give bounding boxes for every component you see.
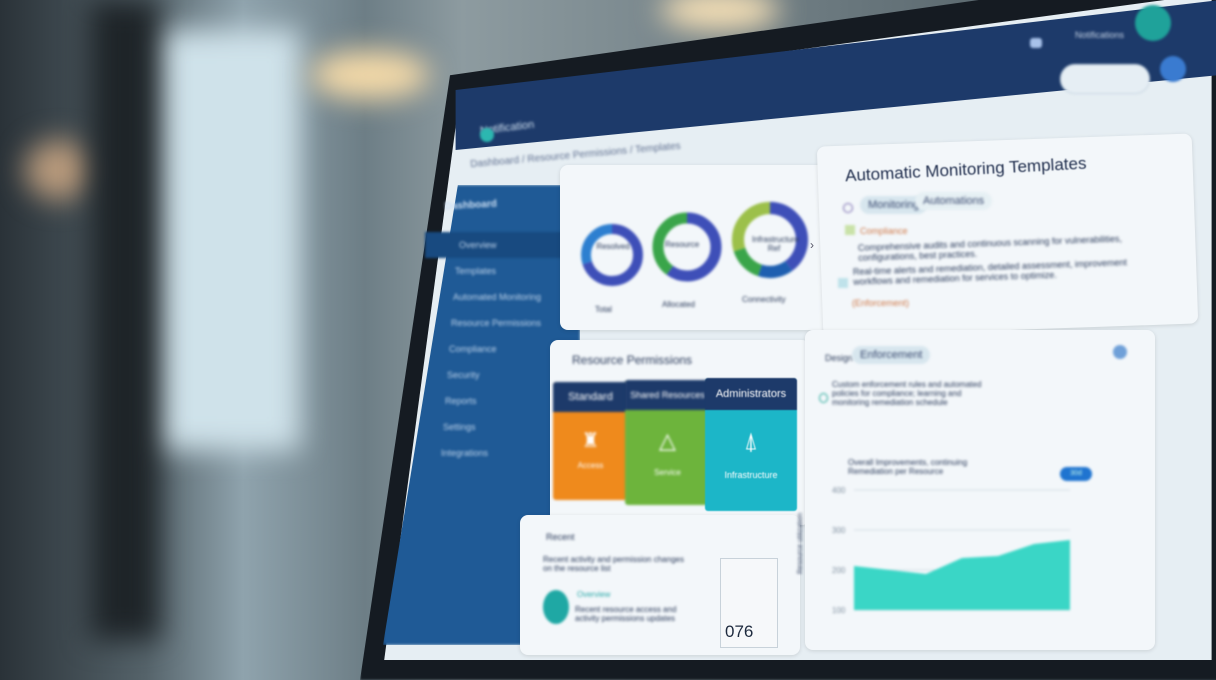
area-series bbox=[854, 540, 1070, 610]
donut-segment bbox=[731, 201, 809, 279]
y-tick-label: 100 bbox=[832, 606, 846, 615]
user-icon[interactable] bbox=[1160, 56, 1186, 82]
item-tag: (Enforcement) bbox=[852, 298, 910, 308]
donut-label: Allocated bbox=[662, 300, 695, 309]
donut-center-label: Resolved bbox=[596, 242, 630, 251]
tab-design[interactable]: Design bbox=[825, 353, 854, 363]
settings-icon[interactable] bbox=[1113, 345, 1127, 359]
counter-box bbox=[720, 558, 778, 648]
chart-title: Overall Improvements, continuing Remedia… bbox=[848, 458, 968, 476]
tile-header: Administrators bbox=[705, 378, 797, 410]
radio-icon[interactable] bbox=[843, 203, 853, 213]
search-input[interactable] bbox=[1060, 64, 1150, 94]
permissions-title: Resource Permissions bbox=[572, 353, 693, 367]
donut-segment bbox=[652, 212, 722, 282]
tile-header: Shared Resources bbox=[625, 380, 710, 410]
y-axis-label: Resource utilization bbox=[797, 512, 805, 575]
activity-item-text: Recent resource access and activity perm… bbox=[575, 605, 677, 623]
item-title: Compliance bbox=[860, 226, 908, 236]
bird-icon[interactable] bbox=[1030, 38, 1042, 48]
counter-value: 076 bbox=[725, 622, 754, 641]
tile-standard[interactable]: Standard ♜ Access bbox=[553, 382, 628, 500]
activity-item-title: Overview bbox=[577, 590, 611, 599]
sidebar-item-security[interactable]: Security bbox=[447, 370, 480, 380]
sidebar-item-compliance[interactable]: Compliance bbox=[449, 344, 497, 354]
tower-icon: ♜ bbox=[581, 430, 600, 452]
status-icon bbox=[819, 393, 828, 403]
tile-administrators[interactable]: Administrators ⍋ Infrastructure bbox=[705, 378, 797, 511]
donut-label: Total bbox=[595, 305, 612, 314]
insights-text: Custom enforcement rules and automated p… bbox=[832, 380, 982, 407]
pillar bbox=[90, 0, 160, 640]
donut-segment bbox=[581, 224, 643, 286]
tower-icon: ⍋ bbox=[743, 428, 759, 455]
user-avatar-icon bbox=[543, 590, 569, 624]
donut-segment bbox=[731, 201, 809, 279]
tab-automations[interactable]: Automations bbox=[915, 192, 993, 210]
tile-shared[interactable]: Shared Resources △ Service bbox=[625, 380, 710, 505]
range-badge[interactable]: 30d bbox=[1060, 467, 1092, 481]
info-icon bbox=[838, 278, 848, 288]
tile-footer: Service bbox=[654, 468, 681, 477]
area-chart: 400 300 200 100 bbox=[832, 486, 1070, 615]
sidebar-item-settings[interactable]: Settings bbox=[443, 422, 476, 432]
account-text[interactable]: Notifications bbox=[1075, 30, 1125, 40]
donut-charts bbox=[581, 201, 809, 286]
sidebar-item-monitoring[interactable]: Automated Monitoring bbox=[453, 292, 542, 302]
donut-label: Connectivity bbox=[742, 295, 786, 304]
sidebar-item-templates[interactable]: Templates bbox=[455, 266, 497, 276]
app-logo-icon bbox=[480, 128, 494, 142]
chevron-right-icon[interactable]: › bbox=[810, 238, 814, 252]
ceiling-lamp bbox=[310, 50, 430, 100]
sidebar-item-permissions[interactable]: Resource Permissions bbox=[451, 318, 542, 328]
y-tick-label: 300 bbox=[832, 526, 846, 535]
tile-footer: Access bbox=[577, 461, 604, 470]
donut-card bbox=[560, 165, 830, 330]
tab-enforcement[interactable]: Enforcement bbox=[852, 346, 931, 364]
activity-title: Recent bbox=[546, 532, 575, 542]
tile-header: Standard bbox=[553, 382, 628, 412]
avatar[interactable] bbox=[1135, 5, 1171, 41]
y-tick-label: 200 bbox=[832, 566, 846, 575]
tower-icon: △ bbox=[659, 428, 676, 453]
sidebar-item-overview[interactable]: Overview bbox=[425, 232, 575, 258]
y-tick-label: 400 bbox=[832, 486, 846, 495]
donut-center-label: Resource bbox=[665, 240, 700, 249]
sidebar-item-reports[interactable]: Reports bbox=[445, 396, 477, 406]
sidebar-title: Dashboard bbox=[444, 198, 498, 213]
ceiling-lamp bbox=[660, 0, 780, 30]
wall-lamp bbox=[25, 140, 95, 200]
checklist-icon bbox=[845, 225, 855, 235]
donut-center-label: Infrastructure Ref bbox=[752, 235, 800, 253]
tab-monitoring[interactable]: Monitoring bbox=[860, 196, 928, 214]
tile-footer: Infrastructure bbox=[724, 470, 778, 480]
sidebar-item-integrations[interactable]: Integrations bbox=[441, 448, 489, 458]
activity-text: Recent activity and permission changes o… bbox=[543, 555, 684, 573]
window-light bbox=[150, 30, 300, 450]
